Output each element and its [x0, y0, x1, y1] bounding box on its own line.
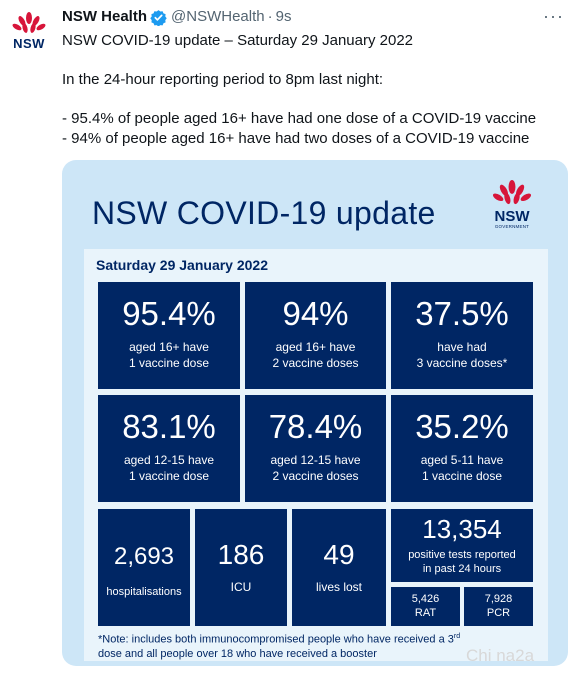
tweet-header: NSW Health @NSWHealth · 9s [62, 7, 291, 27]
rat-tile: 5,426 RAT [391, 587, 460, 626]
stat-label: 2 vaccine doses [272, 469, 359, 483]
author-handle[interactable]: @NSWHealth [171, 8, 265, 25]
tweet-text: NSW COVID-19 update – Saturday 29 Januar… [62, 31, 567, 148]
stat-value: 94% [282, 295, 349, 332]
separator-dot: · [267, 8, 273, 25]
stat-value: 13,354 [422, 514, 502, 544]
stat-label: 1 vaccine dose [128, 469, 210, 483]
positive-tests-tile: 13,354 positive tests reported in past 2… [391, 509, 533, 582]
tweet-line: In the 24-hour reporting period to 8pm l… [62, 71, 384, 88]
stat-label: positive tests reported [408, 549, 516, 561]
stats-panel: Saturday 29 January 2022 95.4% aged 16+ … [84, 249, 548, 661]
stat-label: hospitalisations [106, 586, 182, 598]
tweet-time[interactable]: 9s [275, 8, 292, 25]
stat-tile: 35.2% aged 5-11 have 1 vaccine dose [391, 395, 533, 502]
stat-label: have had [437, 340, 487, 354]
stat-tile: 94% aged 16+ have 2 vaccine doses [245, 282, 386, 389]
stat-value: 186 [217, 539, 265, 570]
more-options-icon[interactable]: ··· [543, 6, 564, 26]
footnote-text: dose and all people over 18 who have rec… [98, 647, 377, 660]
stat-value: 78.4% [268, 408, 363, 445]
card-date: Saturday 29 January 2022 [96, 257, 268, 273]
lives-lost-tile: 49 lives lost [292, 509, 386, 626]
waratah-icon [492, 180, 532, 205]
stat-label: RAT [414, 607, 437, 619]
stat-tile: 83.1% aged 12-15 have 1 vaccine dose [98, 395, 240, 502]
card-title: NSW COVID-19 update [92, 195, 436, 231]
logo-text: NSW [494, 208, 530, 225]
stat-label: 2 vaccine doses [272, 356, 359, 370]
stat-value: 5,426 [411, 593, 440, 605]
stat-label: in past 24 hours [422, 563, 502, 575]
pcr-tile: 7,928 PCR [464, 587, 533, 626]
stat-value: 7,928 [484, 593, 513, 605]
avatar-text: NSW [13, 36, 45, 51]
stat-value: 37.5% [415, 295, 509, 332]
stat-label: 3 vaccine doses* [416, 356, 508, 370]
stat-value: 49 [323, 539, 355, 570]
stat-label: aged 16+ have [129, 340, 209, 354]
footnote: *Note: includes both immunocompromised p… [98, 630, 538, 661]
watermark: Chi na2a [466, 646, 535, 665]
stat-label: aged 12-15 have [270, 453, 361, 467]
footnote-text: *Note: includes both immunocompromised p… [98, 633, 454, 646]
icu-tile: 186 ICU [195, 509, 287, 626]
verified-badge-icon [150, 9, 167, 26]
stat-tile: 95.4% aged 16+ have 1 vaccine dose [98, 282, 240, 389]
stat-label: 1 vaccine dose [421, 469, 503, 483]
hospitalisations-tile: 2,693 hospitalisations [98, 509, 190, 626]
avatar[interactable]: NSW [8, 12, 50, 54]
waratah-icon [12, 12, 46, 33]
nsw-government-logo: NSW GOVERNMENT [486, 180, 538, 232]
stat-value: 83.1% [122, 408, 216, 445]
tweet-image[interactable]: NSW COVID-19 update NSW GOVERNMENT Satur… [62, 160, 568, 666]
stat-tile: 78.4% aged 12-15 have 2 vaccine doses [245, 395, 386, 502]
stat-label: aged 5-11 have [420, 453, 504, 467]
stat-label: aged 16+ have [275, 340, 356, 354]
author-name[interactable]: NSW Health [62, 8, 148, 25]
tweet-line: NSW COVID-19 update – Saturday 29 Januar… [62, 32, 414, 49]
tweet-line: - 94% of people aged 16+ have had two do… [62, 129, 530, 147]
stat-tile: 37.5% have had 3 vaccine doses* [391, 282, 533, 389]
stat-value: 95.4% [122, 295, 216, 332]
logo-subtext: GOVERNMENT [494, 224, 530, 229]
stat-value: 2,693 [113, 543, 175, 570]
stat-value: 35.2% [415, 408, 509, 445]
stat-label: aged 12-15 have [123, 453, 215, 467]
tweet-line: - 95.4% of people aged 16+ have had one … [62, 110, 537, 127]
stat-label: PCR [486, 607, 511, 619]
stat-label: ICU [230, 580, 252, 594]
footnote-superscript: rd [453, 633, 461, 640]
stat-label: 1 vaccine dose [128, 356, 210, 370]
stat-label: lives lost [315, 580, 362, 594]
